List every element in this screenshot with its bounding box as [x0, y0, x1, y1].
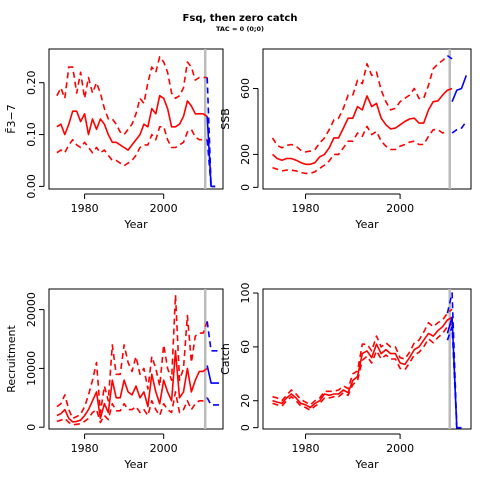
- series-projection-upper: [206, 77, 216, 188]
- x-axis-label: Year: [354, 458, 379, 471]
- series-lower: [272, 125, 448, 175]
- series-lower: [272, 323, 453, 412]
- series-projection-lower: [446, 325, 462, 429]
- series-median: [272, 316, 453, 409]
- y-tick-label: 600: [239, 78, 252, 99]
- series-upper: [56, 55, 208, 136]
- series-lower: [56, 126, 208, 167]
- series-upper: [56, 294, 208, 420]
- y-tick-label: 20: [239, 394, 252, 408]
- y-tick-label: 0.20: [25, 70, 38, 95]
- x-tick-label: 2000: [386, 202, 414, 215]
- series-median: [56, 349, 208, 423]
- x-tick-label: 1980: [292, 202, 320, 215]
- series-median: [271, 87, 453, 166]
- x-axis-label: Year: [123, 458, 148, 471]
- x-tick-label: 2000: [386, 442, 414, 455]
- chart-panel-bottom-right: 1980 2000 Year 0 20 60 100 Catch: [219, 283, 472, 471]
- y-tick-label: 0.00: [25, 174, 38, 199]
- series-projection-lower: [206, 397, 219, 406]
- series-projection-upper: [206, 321, 219, 352]
- series-upper: [272, 308, 453, 406]
- x-axis-label: Year: [123, 218, 148, 231]
- x-tick-label: 2000: [150, 442, 178, 455]
- y-axis-label: SSB: [219, 108, 232, 130]
- series-lower: [56, 391, 208, 426]
- y-tick-label: 0: [239, 424, 252, 431]
- plot-frame: [262, 48, 472, 190]
- series-projection: [451, 75, 468, 103]
- y-tick-label: 10000: [25, 351, 38, 386]
- chart-panel-top-right: 1980 2000 Year 0 200 600 SSB: [219, 48, 472, 231]
- y-tick-label: 20000: [25, 292, 38, 327]
- y-tick-label: 0: [25, 424, 38, 431]
- y-tick-label: 200: [239, 144, 252, 165]
- y-axis-label: F̄3−7: [5, 104, 18, 134]
- x-tick-label: 1980: [71, 442, 99, 455]
- x-tick-label: 1980: [292, 442, 320, 455]
- figure-subtitle: TAC = 0 (0;0): [216, 25, 264, 33]
- y-tick-label: 60: [239, 340, 252, 354]
- plot-frame: [48, 48, 224, 190]
- series-projection-lower: [206, 139, 216, 188]
- series-upper: [271, 55, 448, 153]
- y-tick-label: 0: [239, 184, 252, 191]
- plot-frame: [262, 288, 472, 430]
- plot-frame: [48, 288, 224, 430]
- x-tick-label: 2000: [150, 202, 178, 215]
- y-tick-label: 0.10: [25, 122, 38, 147]
- x-tick-label: 1980: [71, 202, 99, 215]
- x-axis-label: Year: [354, 218, 379, 231]
- series-projection-upper: [446, 292, 462, 429]
- series-median: [56, 94, 208, 151]
- y-axis-label: Recruitment: [5, 325, 18, 393]
- series-projection-lower: [451, 121, 467, 134]
- series-projection: [206, 365, 219, 384]
- figure-title: Fsq, then zero catch: [183, 13, 298, 24]
- y-tick-label: 100: [239, 283, 252, 304]
- series-projection-upper: [446, 54, 453, 60]
- y-axis-label: Catch: [219, 343, 232, 375]
